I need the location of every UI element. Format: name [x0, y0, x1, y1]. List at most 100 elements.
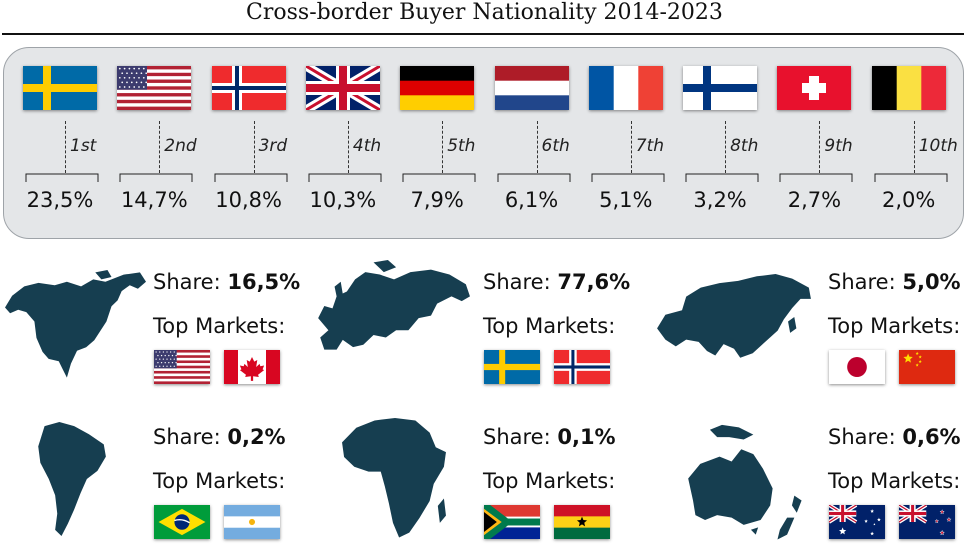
south-america-map	[38, 422, 106, 536]
rank-column-3: 3rd 10,8%	[201, 48, 297, 240]
asia-map	[657, 274, 811, 358]
rank-column-10: 10th 2,0%	[861, 48, 958, 240]
share-label: Share:	[153, 425, 228, 449]
value-bracket	[402, 173, 476, 182]
norway-flag-icon	[554, 350, 610, 384]
top-markets-label: Top Markets:	[483, 469, 616, 493]
value-bracket	[25, 173, 99, 182]
value-bracket	[497, 173, 570, 182]
rank-share-value: 14,7%	[120, 188, 188, 212]
usa-flag-icon	[154, 350, 210, 384]
germany-flag-icon	[400, 66, 475, 110]
value-bracket	[685, 173, 759, 182]
top-markets-label: Top Markets:	[153, 314, 286, 338]
value-bracket	[874, 173, 948, 182]
rank-label: 5th	[447, 136, 476, 156]
rank-connector-line	[159, 121, 161, 173]
value-bracket	[308, 173, 382, 182]
rank-label: 7th	[635, 136, 665, 156]
japan-flag-icon	[829, 350, 885, 384]
belgium-flag-icon	[871, 66, 946, 110]
rank-share-value: 10,3%	[309, 188, 377, 212]
share-value: 16,5%	[227, 270, 301, 294]
region-share: Share: 0,1%	[483, 425, 616, 449]
value-bracket	[119, 173, 193, 182]
rank-connector-line	[819, 121, 821, 173]
region-share: Share: 0,2%	[153, 425, 286, 449]
rank-share-value: 2,0%	[882, 188, 936, 212]
rank-connector-line	[630, 121, 632, 173]
rank-share-value: 23,5%	[26, 188, 94, 212]
rank-connector-line	[347, 121, 349, 173]
region-share: Share: 0,6%	[828, 425, 961, 449]
share-label: Share:	[828, 270, 903, 294]
rank-column-6: 6th 6,1%	[484, 48, 580, 240]
sweden-flag-icon	[23, 66, 97, 110]
share-label: Share:	[828, 425, 903, 449]
rank-label: 4th	[352, 136, 382, 156]
rank-connector-line	[65, 121, 66, 173]
rank-column-8: 8th 3,2%	[672, 48, 768, 240]
argentina-flag-icon	[224, 505, 280, 539]
share-value: 0,2%	[227, 425, 286, 449]
brazil-flag-icon	[154, 505, 210, 539]
region-share: Share: 16,5%	[153, 270, 300, 294]
rank-connector-line	[536, 121, 538, 173]
sweden-flag-icon	[484, 350, 540, 384]
rank-label: 8th	[730, 136, 759, 156]
north-america-map	[5, 270, 146, 378]
rank-label: 9th	[824, 136, 853, 156]
switzerland-flag-icon	[777, 66, 852, 110]
france-flag-icon	[588, 66, 663, 110]
rank-column-4: 4th 10,3%	[295, 48, 391, 240]
rank-column-2: 2nd 14,7%	[106, 48, 202, 240]
rank-label: 2nd	[164, 136, 197, 156]
norway-flag-icon	[211, 66, 286, 110]
top-markets-label: Top Markets:	[483, 314, 616, 338]
ranking-panel: 1st 23,5% 2nd 14,7% 3rd 10,8% 4th 10,3% 5th 7,9% 6…	[3, 47, 964, 239]
oceania-map	[688, 424, 802, 540]
top-markets-label: Top Markets:	[828, 314, 961, 338]
rank-connector-line	[253, 121, 255, 173]
top-markets-label: Top Markets:	[828, 469, 961, 493]
rank-share-value: 6,1%	[504, 188, 559, 212]
share-value: 0,6%	[902, 425, 961, 449]
rank-share-value: 3,2%	[693, 188, 747, 212]
rank-label: 6th	[541, 136, 570, 156]
rank-connector-line	[913, 121, 915, 173]
rank-connector-line	[442, 121, 444, 173]
share-label: Share:	[483, 425, 558, 449]
top-markets-label: Top Markets:	[153, 469, 286, 493]
share-label: Share:	[483, 270, 558, 294]
africa-map	[342, 418, 446, 538]
finland-flag-icon	[683, 66, 758, 110]
share-value: 77,6%	[557, 270, 631, 294]
europe-map	[318, 260, 470, 350]
title-divider	[2, 33, 964, 35]
region-share: Share: 77,6%	[483, 270, 630, 294]
rank-label: 3rd	[258, 136, 288, 156]
rank-column-1: 1st 23,5%	[12, 48, 108, 240]
region-share: Share: 5,0%	[828, 270, 961, 294]
new-zealand-flag-icon	[899, 505, 955, 539]
netherlands-flag-icon	[494, 66, 569, 110]
rank-share-value: 10,8%	[215, 188, 282, 212]
canada-flag-icon	[224, 350, 280, 384]
south-africa-flag-icon	[484, 505, 540, 539]
rank-share-value: 5,1%	[599, 188, 653, 212]
uk-flag-icon	[305, 66, 380, 110]
ghana-flag-icon	[554, 505, 610, 539]
value-bracket	[779, 173, 853, 182]
value-bracket	[214, 173, 288, 182]
rank-column-5: 5th 7,9%	[389, 48, 485, 240]
rank-share-value: 2,7%	[787, 188, 842, 212]
rank-label: 10th	[918, 136, 958, 156]
china-flag-icon	[899, 350, 955, 384]
share-label: Share:	[153, 270, 228, 294]
australia-flag-icon	[829, 505, 885, 539]
usa-flag-icon	[117, 66, 192, 110]
rank-connector-line	[725, 121, 727, 173]
rank-column-7: 7th 5,1%	[578, 48, 674, 240]
rank-share-value: 7,9%	[410, 188, 464, 212]
share-value: 0,1%	[557, 425, 616, 449]
